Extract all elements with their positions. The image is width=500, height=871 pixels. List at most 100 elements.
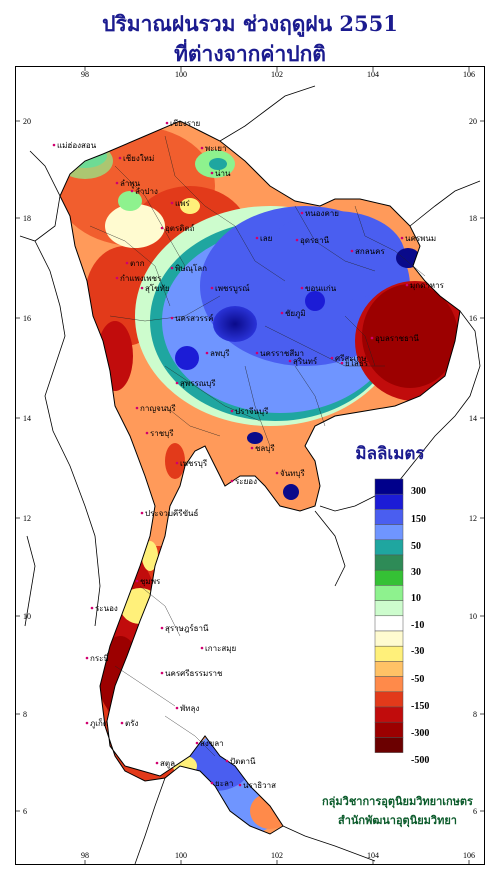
- province-label: ลำพูน: [120, 179, 141, 189]
- map-title-line2: ที่ต่างจากค่าปกติ: [174, 41, 326, 66]
- province-marker: [300, 211, 304, 215]
- province-marker: [85, 721, 89, 725]
- y-tick: 12: [469, 514, 477, 523]
- province-label: อุดรธานี: [300, 236, 330, 245]
- province-marker: [238, 783, 242, 787]
- province-label: ยะลา: [215, 779, 233, 788]
- legend-swatch: [374, 721, 404, 738]
- province-label: เลย: [260, 234, 272, 243]
- rainfall-anomaly-map: 98 100 102 104 106 98 100 102 104 106 20…: [15, 66, 485, 865]
- province-marker: [405, 283, 409, 287]
- province-label: ศรีสะเกษ: [335, 354, 366, 363]
- y-tick: 6: [473, 807, 477, 816]
- province-label: ภูเก็ต: [90, 718, 108, 729]
- legend-swatch: [374, 478, 404, 495]
- province-marker: [170, 201, 174, 205]
- province-marker: [330, 356, 334, 360]
- province-marker: [210, 781, 214, 785]
- province-label: นครราชสีมา: [260, 349, 304, 358]
- x-tick: 106: [463, 851, 475, 860]
- y-tick: 8: [473, 710, 477, 719]
- y-tick: 14: [23, 414, 31, 423]
- province-marker: [118, 156, 122, 160]
- province-label: เกาะสมุย: [205, 644, 236, 653]
- x-tick: 102: [271, 70, 283, 79]
- province-label: กำแพงเพชร: [120, 274, 162, 283]
- province-label: นครพนม: [405, 234, 436, 243]
- x-tick: 106: [463, 70, 475, 79]
- legend-label: 150: [411, 514, 426, 525]
- province-marker: [125, 261, 129, 265]
- y-tick-labels-left: 20 18 16 14 12 10 8 6: [23, 117, 31, 816]
- legend-labels: 300 150 50 30 10 -10 -30 -50 -150 -300 -500: [411, 486, 429, 766]
- legend-colorbar: [374, 478, 404, 753]
- province-marker: [230, 409, 234, 413]
- y-tick-labels-right: 20 18 16 14 12 10 8 6: [469, 117, 477, 816]
- province-label: ตาก: [130, 259, 145, 268]
- province-label: จันทบุรี: [280, 469, 306, 478]
- legend-swatch: [374, 493, 404, 510]
- province-label: ยโสธร: [345, 358, 369, 368]
- province-marker: [200, 146, 204, 150]
- legend-swatch: [374, 737, 404, 753]
- province-label: สุราษฎร์ธานี: [165, 623, 209, 633]
- legend-label: -500: [411, 755, 429, 766]
- province-marker: [288, 359, 292, 363]
- x-tick: 104: [367, 851, 379, 860]
- legend-swatch: [374, 524, 404, 541]
- province-marker: [145, 431, 149, 435]
- province-marker: [120, 721, 124, 725]
- province-label: ชัยภูมิ: [285, 309, 306, 319]
- province-label: อุตรดิตถ์: [165, 223, 195, 233]
- province-label: ปราจีนบุรี: [235, 407, 269, 416]
- y-tick: 14: [469, 414, 477, 423]
- legend-label: -150: [411, 701, 429, 712]
- province-label: พิษณุโลก: [175, 263, 207, 273]
- province-marker: [135, 406, 139, 410]
- province-marker: [200, 646, 204, 650]
- province-marker: [160, 626, 164, 630]
- province-borders: [89, 135, 426, 757]
- province-label: ระยอง: [235, 477, 257, 486]
- credit-line1: กลุ่มวิชาการอุตุนิยมวิทยาเกษตร: [322, 795, 473, 808]
- province-label: เพชรบูรณ์: [215, 283, 250, 294]
- y-tick: 18: [469, 214, 477, 223]
- y-tick: 16: [469, 314, 477, 323]
- x-tick-labels-top: 98 100 102 104 106: [81, 70, 475, 79]
- province-label: สกลนคร: [355, 247, 385, 256]
- province-marker: [295, 238, 299, 242]
- province-marker: [170, 316, 174, 320]
- legend-swatch: [374, 554, 404, 571]
- map-title-line1: ปริมาณฝนรวม ช่วงฤดูฝน 2551: [102, 11, 398, 36]
- legend-swatch: [374, 600, 404, 617]
- y-tick: 16: [23, 314, 31, 323]
- province-marker: [85, 656, 89, 660]
- province-label: พะเยา: [205, 144, 226, 153]
- province-marker: [370, 336, 374, 340]
- x-tick: 100: [175, 851, 187, 860]
- legend-label: -300: [411, 728, 429, 739]
- x-tick: 104: [367, 70, 379, 79]
- province-marker: [195, 741, 199, 745]
- province-marker: [90, 606, 94, 610]
- legend-label: -10: [411, 620, 424, 631]
- province-marker: [255, 236, 259, 240]
- province-label: พัทลุง: [180, 704, 199, 713]
- province-label: นครสวรรค์: [175, 313, 213, 323]
- province-marker: [205, 351, 209, 355]
- legend-label: 300: [411, 486, 426, 497]
- province-label: นครศรีธรรมราช: [165, 669, 223, 678]
- province-marker: [300, 286, 304, 290]
- province-label: ชุมพร: [140, 577, 161, 586]
- neighbour-borders: [19, 85, 481, 865]
- province-marker: [400, 236, 404, 240]
- province-label: กระบี่: [90, 652, 109, 663]
- legend-swatch: [374, 691, 404, 708]
- province-marker: [175, 461, 179, 465]
- province-label: ปัตตานี: [230, 757, 256, 766]
- province-marker: [160, 671, 164, 675]
- legend-label: -30: [411, 646, 424, 657]
- province-label: เชียงราย: [170, 119, 200, 128]
- province-marker: [175, 381, 179, 385]
